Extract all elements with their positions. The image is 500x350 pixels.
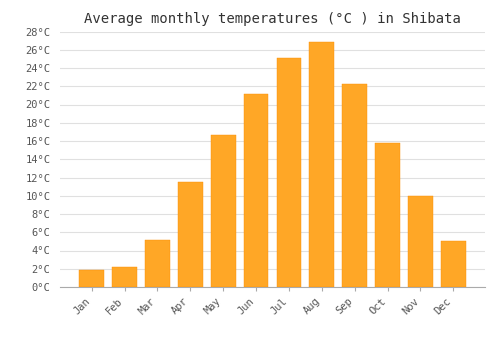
Bar bbox=[276, 58, 301, 287]
Bar bbox=[145, 240, 170, 287]
Bar bbox=[441, 241, 466, 287]
Title: Average monthly temperatures (°C ) in Shibata: Average monthly temperatures (°C ) in Sh… bbox=[84, 12, 461, 26]
Bar bbox=[178, 182, 203, 287]
Bar bbox=[376, 143, 400, 287]
Bar bbox=[342, 84, 367, 287]
Bar bbox=[408, 196, 433, 287]
Bar bbox=[244, 94, 268, 287]
Bar bbox=[211, 135, 236, 287]
Bar bbox=[80, 270, 104, 287]
Bar bbox=[310, 42, 334, 287]
Bar bbox=[112, 267, 137, 287]
